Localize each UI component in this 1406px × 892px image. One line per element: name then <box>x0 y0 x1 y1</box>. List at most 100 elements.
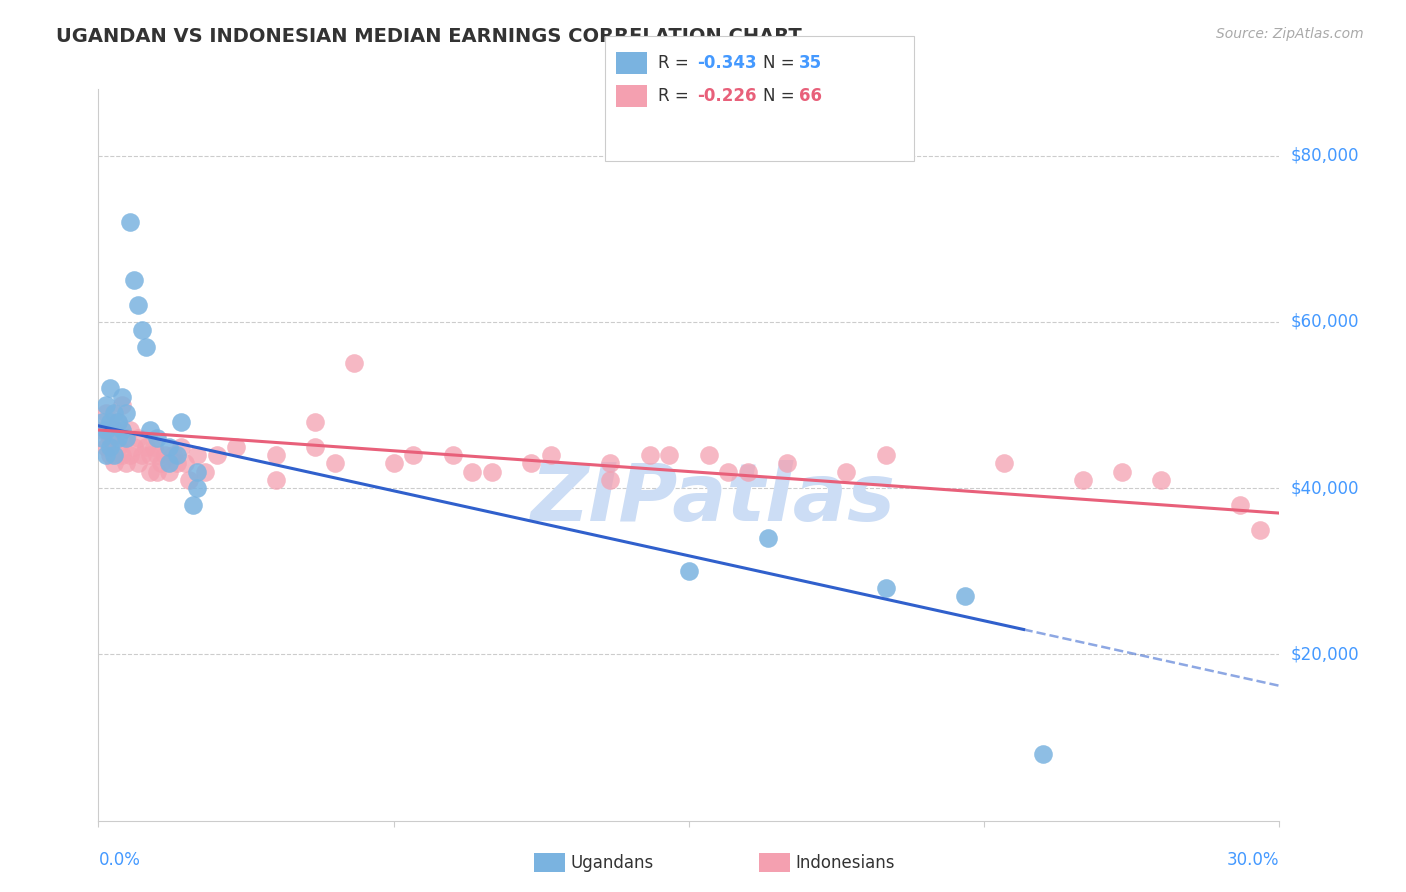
Point <box>264 448 287 462</box>
Point <box>107 431 129 445</box>
Point <box>1071 473 1094 487</box>
Point <box>118 423 141 437</box>
Point <box>481 465 503 479</box>
Point <box>118 448 141 462</box>
Point <box>776 456 799 470</box>
Point <box>835 465 858 479</box>
Point <box>115 406 138 420</box>
Point <box>697 448 720 462</box>
Point <box>678 564 700 578</box>
Point <box>111 390 134 404</box>
Point <box>170 415 193 429</box>
Point <box>98 415 121 429</box>
Point <box>194 465 217 479</box>
Text: 0.0%: 0.0% <box>98 851 141 869</box>
Point <box>146 448 169 462</box>
Point <box>131 448 153 462</box>
Point <box>875 581 897 595</box>
Point <box>127 431 149 445</box>
Text: R =: R = <box>658 87 695 105</box>
Point <box>138 465 160 479</box>
Point <box>181 498 204 512</box>
Point <box>170 440 193 454</box>
Point <box>98 448 121 462</box>
Point <box>599 473 621 487</box>
Text: $80,000: $80,000 <box>1291 146 1360 165</box>
Text: 66: 66 <box>799 87 821 105</box>
Point <box>875 448 897 462</box>
Point <box>520 456 543 470</box>
Point <box>162 448 184 462</box>
Point <box>177 473 200 487</box>
Point <box>98 440 121 454</box>
Point <box>107 415 129 429</box>
Point <box>186 481 208 495</box>
Point <box>155 448 177 462</box>
Point <box>138 448 160 462</box>
Point <box>304 415 326 429</box>
Text: Ugandans: Ugandans <box>571 854 654 871</box>
Point <box>953 589 976 603</box>
Point <box>142 440 165 454</box>
Point <box>157 465 180 479</box>
Point <box>138 423 160 437</box>
Point <box>1249 523 1271 537</box>
Point <box>461 465 484 479</box>
Point <box>107 415 129 429</box>
Point <box>205 448 228 462</box>
Point <box>131 323 153 337</box>
Point <box>166 456 188 470</box>
Point <box>146 465 169 479</box>
Point <box>91 423 114 437</box>
Text: ZIPatlas: ZIPatlas <box>530 459 896 538</box>
Point <box>186 448 208 462</box>
Point <box>122 273 145 287</box>
Point <box>96 398 118 412</box>
Point <box>157 456 180 470</box>
Text: Source: ZipAtlas.com: Source: ZipAtlas.com <box>1216 27 1364 41</box>
Point <box>402 448 425 462</box>
Point <box>111 448 134 462</box>
Point <box>111 423 134 437</box>
Point <box>96 406 118 420</box>
Point <box>1150 473 1173 487</box>
Point <box>304 440 326 454</box>
Point <box>1032 747 1054 761</box>
Point <box>225 440 247 454</box>
Point <box>323 456 346 470</box>
Point <box>737 465 759 479</box>
Point <box>1229 498 1251 512</box>
Point <box>441 448 464 462</box>
Point <box>91 431 114 445</box>
Text: R =: R = <box>658 54 695 72</box>
Point <box>103 448 125 462</box>
Point <box>638 448 661 462</box>
Point <box>174 456 197 470</box>
Point <box>993 456 1015 470</box>
Point <box>135 340 157 354</box>
Text: UGANDAN VS INDONESIAN MEDIAN EARNINGS CORRELATION CHART: UGANDAN VS INDONESIAN MEDIAN EARNINGS CO… <box>56 27 801 45</box>
Point <box>127 298 149 312</box>
Point <box>135 440 157 454</box>
Text: $40,000: $40,000 <box>1291 479 1360 497</box>
Point <box>107 440 129 454</box>
Text: N =: N = <box>763 54 800 72</box>
Point <box>98 431 121 445</box>
Point <box>115 431 138 445</box>
Point <box>91 415 114 429</box>
Point <box>264 473 287 487</box>
Point <box>157 440 180 454</box>
Point <box>599 456 621 470</box>
Point <box>103 456 125 470</box>
Point <box>186 465 208 479</box>
Point <box>756 531 779 545</box>
Text: $20,000: $20,000 <box>1291 646 1360 664</box>
Text: 35: 35 <box>799 54 821 72</box>
Point <box>103 423 125 437</box>
Text: -0.226: -0.226 <box>697 87 756 105</box>
Point <box>115 431 138 445</box>
Point <box>111 398 134 412</box>
Text: $60,000: $60,000 <box>1291 313 1360 331</box>
Point <box>96 423 118 437</box>
Point <box>127 456 149 470</box>
